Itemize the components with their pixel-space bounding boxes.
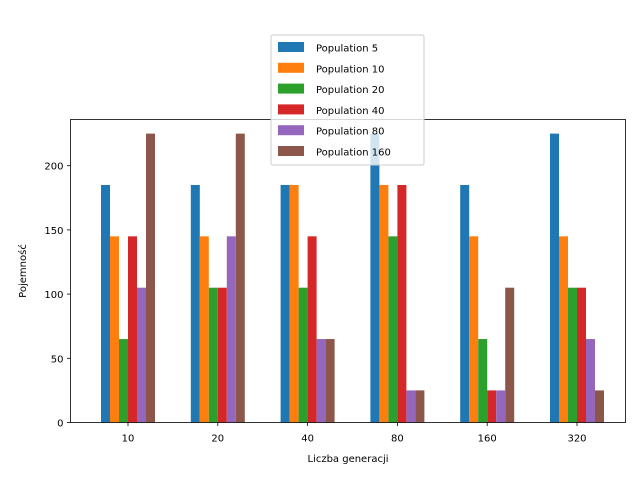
x-tick-label: 80 bbox=[391, 434, 404, 445]
bar-population-10-320 bbox=[559, 236, 568, 423]
bar-population-160-20 bbox=[235, 133, 245, 423]
x-tick-label: 10 bbox=[122, 434, 135, 445]
bar-population-5-10 bbox=[101, 184, 110, 423]
legend-swatch bbox=[278, 104, 304, 115]
bar-population-80-20 bbox=[226, 236, 236, 423]
bar-population-20-80 bbox=[388, 236, 398, 423]
bar-population-10-20 bbox=[199, 236, 209, 423]
legend-swatch bbox=[278, 62, 304, 73]
bar-population-10-10 bbox=[110, 236, 119, 423]
bar-population-80-10 bbox=[137, 287, 146, 423]
bar-population-5-40 bbox=[280, 184, 290, 423]
bar-population-160-320 bbox=[595, 390, 604, 423]
legend-label: Population 80 bbox=[316, 127, 384, 138]
bar-population-40-10 bbox=[128, 236, 137, 423]
legend-box bbox=[270, 34, 425, 166]
bar-population-80-160 bbox=[496, 390, 506, 423]
x-axis-label: Liczba generacji bbox=[307, 454, 388, 465]
bar-population-20-160 bbox=[478, 339, 488, 423]
y-tick-label: 150 bbox=[44, 226, 63, 237]
legend-label: Population 10 bbox=[316, 64, 384, 75]
bar-population-160-80 bbox=[415, 390, 425, 423]
x-tick-label: 20 bbox=[211, 434, 224, 445]
bar-population-20-40 bbox=[298, 287, 308, 423]
y-axis-label: Pojemność bbox=[17, 244, 29, 298]
x-tick-label: 40 bbox=[301, 434, 314, 445]
legend-swatch bbox=[278, 83, 304, 94]
legend-label: Population 5 bbox=[316, 44, 378, 55]
bar-population-160-10 bbox=[146, 133, 155, 423]
bar-population-10-160 bbox=[469, 236, 479, 423]
bar-population-40-40 bbox=[307, 236, 317, 423]
bar-population-40-80 bbox=[397, 184, 407, 423]
bar-population-40-20 bbox=[217, 287, 227, 423]
bar-population-5-160 bbox=[460, 184, 470, 423]
bar-population-10-80 bbox=[379, 184, 389, 423]
bar-population-5-320 bbox=[550, 133, 559, 423]
legend-label: Population 160 bbox=[316, 148, 391, 159]
y-tick-label: 100 bbox=[44, 290, 63, 301]
bar-population-160-160 bbox=[505, 287, 515, 423]
bar-population-80-40 bbox=[316, 339, 326, 423]
legend-swatch bbox=[278, 146, 304, 156]
bar-population-40-320 bbox=[577, 287, 586, 423]
bar-population-20-10 bbox=[119, 339, 128, 423]
bars-group bbox=[101, 133, 604, 423]
legend-label: Population 20 bbox=[316, 85, 384, 96]
ticks-group: 10 20 40 80 160 320 0 50 100 150 200 bbox=[44, 162, 586, 445]
legend-swatch bbox=[278, 42, 304, 52]
y-tick-label: 200 bbox=[44, 162, 63, 173]
x-tick-label: 160 bbox=[478, 434, 497, 445]
x-tick-label: 320 bbox=[567, 434, 586, 445]
y-tick-label: 0 bbox=[57, 419, 63, 430]
bar-population-5-20 bbox=[190, 184, 200, 423]
y-tick-label: 50 bbox=[51, 354, 64, 365]
legend-label: Population 40 bbox=[316, 106, 384, 117]
legend-swatch bbox=[278, 125, 304, 136]
bar-population-10-40 bbox=[289, 184, 299, 423]
bar-population-80-80 bbox=[406, 390, 416, 423]
bar-population-20-320 bbox=[568, 287, 577, 423]
bar-population-160-40 bbox=[325, 339, 335, 423]
legend: Population 5 Population 10 Population 20 Po… bbox=[270, 34, 425, 166]
bar-population-80-320 bbox=[586, 339, 595, 423]
bar-population-40-160 bbox=[487, 390, 497, 423]
bar-population-20-20 bbox=[208, 287, 218, 423]
bar-population-5-80 bbox=[370, 133, 380, 423]
